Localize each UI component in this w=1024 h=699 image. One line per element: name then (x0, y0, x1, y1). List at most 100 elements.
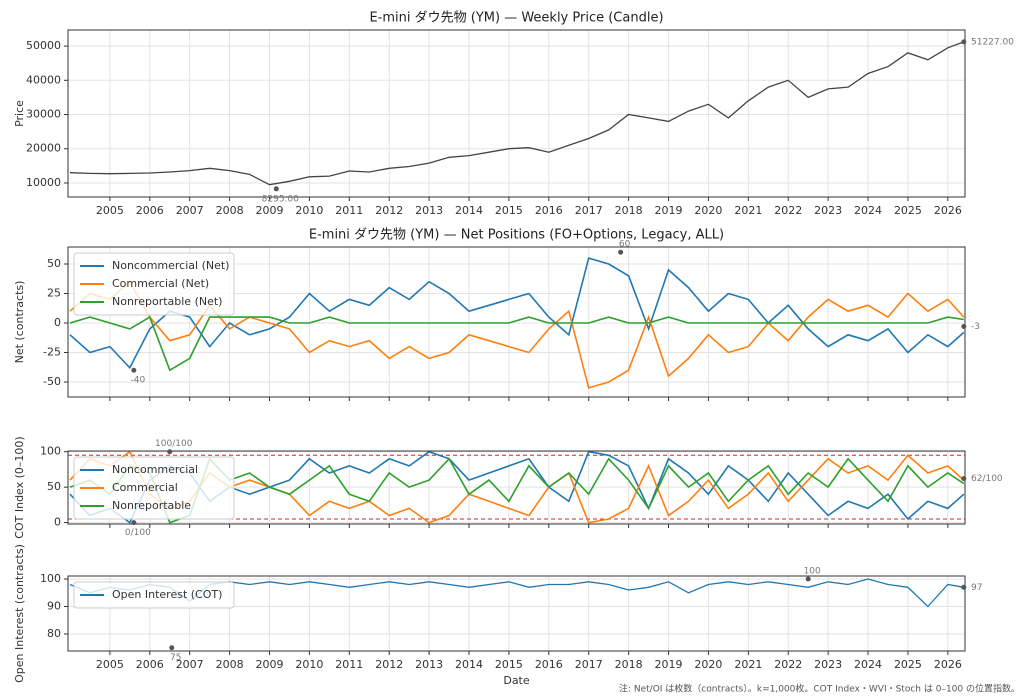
x-tick-label: 2019 (655, 204, 683, 217)
x-tick-label: 2018 (615, 204, 643, 217)
x-tick-label: 2017 (575, 204, 603, 217)
x-tick-label: 2013 (415, 204, 443, 217)
x-tick-label: 2010 (295, 658, 323, 671)
x-tick-label: 2026 (934, 204, 962, 217)
annotation-point (805, 576, 811, 582)
series-line (69, 41, 965, 186)
annotation-point (131, 520, 137, 526)
annotation: -40 (130, 376, 145, 386)
y-axis-label: Open Interest (contracts) (13, 544, 26, 683)
x-tick-label: 2007 (176, 204, 204, 217)
x-tick-label: 2017 (575, 658, 603, 671)
y-tick-label: 80 (47, 627, 61, 640)
y-tick-label: 50000 (26, 39, 61, 52)
annotation: 62/100 (971, 474, 1003, 484)
annotation: 51227.00 (971, 37, 1014, 47)
chart-title: E-mini ダウ先物 (YM) — Weekly Price (Candle) (369, 11, 663, 26)
x-tick-label: 2005 (96, 658, 124, 671)
legend-label: Noncommercial (Net) (112, 259, 229, 272)
y-tick-label: 90 (47, 599, 61, 612)
x-tick-label: 2025 (894, 204, 922, 217)
annotation: 8295.00 (262, 194, 299, 204)
annotation-point (618, 249, 624, 255)
x-tick-label: 2022 (774, 204, 802, 217)
x-tick-label: 2006 (136, 658, 164, 671)
y-tick-label: 0 (54, 316, 61, 329)
annotation-point (167, 449, 173, 455)
x-tick-label: 2025 (894, 658, 922, 671)
legend-label: Nonreportable (Net) (112, 295, 222, 308)
annotation: 100 (804, 567, 821, 577)
plot-frame (67, 450, 966, 525)
y-tick-label: 40000 (26, 73, 61, 86)
legend-label: Noncommercial (112, 463, 198, 476)
annotation-point (961, 39, 967, 45)
x-tick-label: 2026 (934, 658, 962, 671)
y-tick-label: 10000 (26, 176, 61, 189)
annotation-point (961, 584, 967, 590)
x-tick-label: 2022 (774, 658, 802, 671)
legend-label: Open Interest (COT) (112, 588, 222, 601)
x-tick-label: 2018 (615, 658, 643, 671)
y-axis-label: Price (13, 100, 26, 127)
y-tick-label: 50 (47, 480, 61, 493)
annotation-point (961, 476, 967, 482)
x-tick-label: 2023 (814, 204, 842, 217)
chart-title: E-mini ダウ先物 (YM) — Net Positions (FO+Opt… (309, 228, 724, 243)
x-tick-label: 2008 (216, 204, 244, 217)
annotation: 0/100 (125, 528, 151, 538)
annotation-point (169, 645, 175, 651)
x-tick-label: 2015 (495, 204, 523, 217)
x-tick-label: 2021 (734, 658, 762, 671)
y-tick-label: -50 (43, 375, 61, 388)
legend-box (73, 581, 235, 609)
x-tick-label: 2016 (535, 204, 563, 217)
x-axis-label: Date (503, 674, 530, 687)
y-axis-label: Net (contracts) (13, 281, 26, 364)
y-tick-label: 30000 (26, 108, 61, 121)
x-tick-label: 2020 (694, 204, 722, 217)
annotation: -3 (971, 322, 980, 332)
annotation: 75 (170, 653, 181, 663)
x-tick-label: 2006 (136, 204, 164, 217)
y-tick-label: 20000 (26, 142, 61, 155)
y-tick-label: 0 (54, 516, 61, 529)
annotation-point (131, 367, 137, 373)
x-tick-label: 2009 (256, 204, 284, 217)
plot-frame (67, 29, 966, 198)
x-tick-label: 2011 (335, 204, 363, 217)
x-tick-label: 2023 (814, 658, 842, 671)
annotation: 60 (619, 240, 631, 250)
x-tick-label: 2007 (176, 658, 204, 671)
plot-frame (67, 246, 966, 398)
annotation-point (273, 186, 279, 192)
series-line (69, 257, 965, 370)
legend-label: Commercial (Net) (112, 277, 209, 290)
x-tick-label: 2005 (96, 204, 124, 217)
legend-label: Nonreportable (112, 499, 191, 512)
x-tick-label: 2021 (734, 204, 762, 217)
x-tick-label: 2024 (854, 658, 882, 671)
x-tick-label: 2011 (335, 658, 363, 671)
x-tick-label: 2010 (295, 204, 323, 217)
y-tick-label: -25 (43, 346, 61, 359)
x-tick-label: 2024 (854, 204, 882, 217)
annotation: 97 (971, 583, 982, 593)
y-tick-label: 50 (47, 257, 61, 270)
plot-frame (67, 575, 966, 652)
x-tick-label: 2013 (415, 658, 443, 671)
x-tick-label: 2020 (694, 658, 722, 671)
y-axis-label: COT Index (0–100) (13, 436, 26, 538)
x-tick-label: 2012 (375, 204, 403, 217)
series-line (69, 315, 964, 372)
x-tick-label: 2012 (375, 658, 403, 671)
annotation: 100/100 (155, 439, 193, 449)
footnote: 注: Net/OI は枚数（contracts）。k=1,000枚。COT In… (619, 683, 1020, 695)
y-tick-label: 100 (40, 572, 61, 585)
x-tick-label: 2014 (455, 204, 483, 217)
legend-box (73, 456, 235, 520)
x-tick-label: 2019 (655, 658, 683, 671)
y-tick-label: 25 (47, 286, 61, 299)
legend-box (73, 252, 235, 316)
y-tick-label: 100 (40, 445, 61, 458)
